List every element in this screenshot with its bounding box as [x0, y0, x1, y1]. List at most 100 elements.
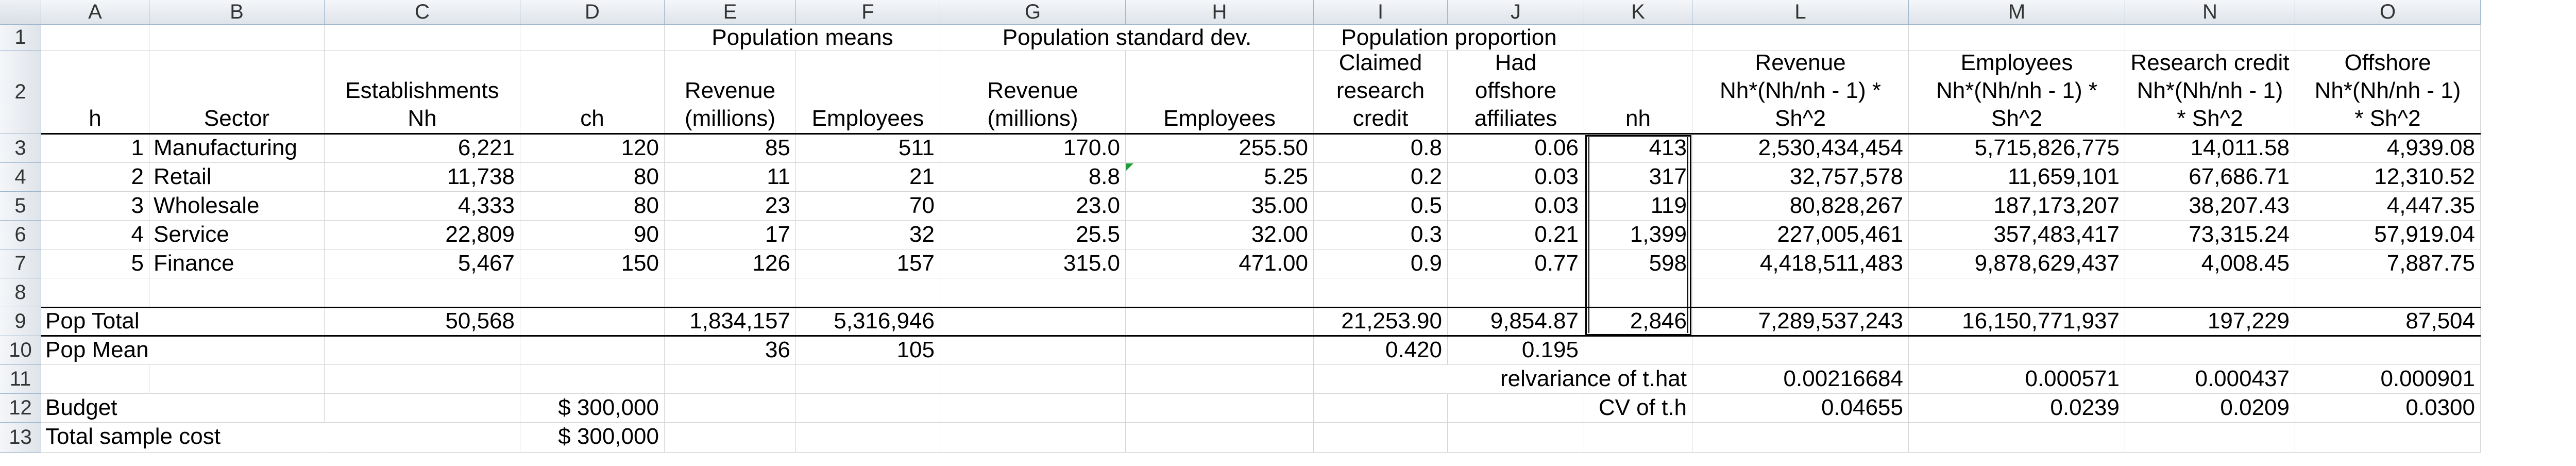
cell-n7[interactable]: 4,008.45 — [2125, 249, 2295, 278]
header-o[interactable]: Offshore Nh*(Nh/nh - 1) * Sh^2 — [2295, 50, 2481, 134]
cell-a3[interactable]: 1 — [41, 134, 149, 163]
cell-e8[interactable] — [665, 278, 796, 307]
cell-m1[interactable] — [1909, 25, 2125, 51]
cell-i4[interactable]: 0.2 — [1314, 163, 1448, 192]
cell-e1[interactable] — [665, 25, 796, 51]
cell-l3[interactable]: 2,530,434,454 — [1692, 134, 1909, 163]
cv-label[interactable]: CV of t.h — [1584, 394, 1692, 423]
column-header-f[interactable]: F — [796, 0, 940, 25]
column-header-h[interactable]: H — [1126, 0, 1314, 25]
cell-c6[interactable]: 22,809 — [325, 221, 520, 249]
cell-k1[interactable] — [1584, 25, 1692, 51]
row-header-12[interactable]: 12 — [0, 394, 41, 423]
cell-f7[interactable]: 157 — [796, 249, 940, 278]
row-header-9[interactable]: 9 — [0, 307, 41, 336]
cell-l13[interactable] — [1692, 423, 1909, 453]
row-header-5[interactable]: 5 — [0, 192, 41, 221]
cell-g10[interactable] — [940, 336, 1126, 365]
cell-n4[interactable]: 67,686.71 — [2125, 163, 2295, 192]
header-n[interactable]: Research credit Nh*(Nh/nh - 1) * Sh^2 — [2125, 50, 2295, 134]
cell-e7[interactable]: 126 — [665, 249, 796, 278]
row-header-4[interactable]: 4 — [0, 163, 41, 192]
cell-d5[interactable]: 80 — [520, 192, 665, 221]
cell-h4[interactable]: 5.25 — [1126, 163, 1314, 192]
cell-m3[interactable]: 5,715,826,775 — [1909, 134, 2125, 163]
cell-h9[interactable] — [1126, 307, 1314, 336]
cell-m6[interactable]: 357,483,417 — [1909, 221, 2125, 249]
cell-j10[interactable]: 0.195 — [1448, 336, 1584, 365]
cell-a1[interactable] — [41, 25, 149, 51]
cell-m13[interactable] — [1909, 423, 2125, 453]
cell-i8[interactable] — [1314, 278, 1448, 307]
cell-a8[interactable] — [41, 278, 149, 307]
nh-cell[interactable]: 1,399 — [1584, 221, 1692, 249]
row-header-2[interactable]: 2 — [0, 51, 41, 134]
cell-o13[interactable] — [2295, 423, 2481, 453]
cell-g8[interactable] — [940, 278, 1126, 307]
sector-cell[interactable]: Retail — [149, 163, 325, 192]
cell-m5[interactable]: 187,173,207 — [1909, 192, 2125, 221]
column-header-m[interactable]: M — [1909, 0, 2125, 25]
cell-n9[interactable]: 197,229 — [2125, 307, 2295, 336]
sector-cell[interactable]: Finance — [149, 249, 325, 278]
cell-c4[interactable]: 11,738 — [325, 163, 520, 192]
header-m[interactable]: Employees Nh*(Nh/nh - 1) * Sh^2 — [1909, 50, 2125, 134]
cell-e6[interactable]: 17 — [665, 221, 796, 249]
cell-a11[interactable] — [41, 365, 149, 394]
cell-o5[interactable]: 4,447.35 — [2295, 192, 2481, 221]
cell-j4[interactable]: 0.03 — [1448, 163, 1584, 192]
cell-m10[interactable] — [1909, 336, 2125, 365]
cell-b8[interactable] — [149, 278, 325, 307]
cell-n1[interactable] — [2125, 25, 2295, 51]
cell-c5[interactable]: 4,333 — [325, 192, 520, 221]
cell-j13[interactable] — [1448, 423, 1584, 453]
cell-j3[interactable]: 0.06 — [1448, 134, 1584, 163]
cell-f9[interactable]: 5,316,946 — [796, 307, 940, 336]
cell-b1[interactable] — [149, 25, 325, 51]
cell-h13[interactable] — [1126, 423, 1314, 453]
cell-h6[interactable]: 32.00 — [1126, 221, 1314, 249]
cell-g7[interactable]: 315.0 — [940, 249, 1126, 278]
cell-d8[interactable] — [520, 278, 665, 307]
column-header-e[interactable]: E — [665, 0, 796, 25]
column-header-a[interactable]: A — [41, 0, 149, 25]
relvariance-label[interactable]: relvariance of t.hat — [1500, 365, 1692, 394]
cell-i11[interactable] — [1314, 365, 1448, 394]
cell-g13[interactable] — [940, 423, 1126, 453]
column-header-k[interactable]: K — [1584, 0, 1692, 25]
cell-c8[interactable] — [325, 278, 520, 307]
cell-c3[interactable]: 6,221 — [325, 134, 520, 163]
cell-f13[interactable] — [796, 423, 940, 453]
cell-h12[interactable] — [1126, 394, 1314, 423]
cell-i9[interactable]: 21,253.90 — [1314, 307, 1448, 336]
cell-c13[interactable] — [325, 423, 520, 453]
cell-o11[interactable]: 0.000901 — [2295, 365, 2481, 394]
header-a[interactable]: h — [41, 51, 149, 134]
cell-j6[interactable]: 0.21 — [1448, 221, 1584, 249]
cell-n12[interactable]: 0.0209 — [2125, 394, 2295, 423]
budget-value[interactable]: $ 300,000 — [520, 394, 665, 423]
cell-k13[interactable] — [1584, 423, 1692, 453]
cell-n13[interactable] — [2125, 423, 2295, 453]
select-all-corner[interactable] — [0, 0, 41, 25]
header-b[interactable]: Sector — [149, 51, 325, 134]
error-indicator-icon[interactable] — [1126, 163, 1133, 171]
cell-c7[interactable]: 5,467 — [325, 249, 520, 278]
cell-l8[interactable] — [1692, 278, 1909, 307]
cell-g1[interactable] — [940, 25, 1126, 51]
header-l[interactable]: Revenue Nh*(Nh/nh - 1) * Sh^2 — [1692, 50, 1909, 134]
cell-h11[interactable] — [1126, 365, 1314, 394]
cell-l11[interactable]: 0.00216684 — [1692, 365, 1909, 394]
cell-n8[interactable] — [2125, 278, 2295, 307]
cell-j8[interactable] — [1448, 278, 1584, 307]
cell-e13[interactable] — [665, 423, 796, 453]
header-k[interactable]: nh — [1584, 51, 1692, 134]
cell-j5[interactable]: 0.03 — [1448, 192, 1584, 221]
cell-g5[interactable]: 23.0 — [940, 192, 1126, 221]
cell-k8[interactable] — [1584, 278, 1692, 307]
cell-c10[interactable] — [325, 336, 520, 365]
cell-e5[interactable]: 23 — [665, 192, 796, 221]
header-h[interactable]: Employees — [1126, 51, 1314, 134]
cell-f10[interactable]: 105 — [796, 336, 940, 365]
cell-c12[interactable] — [325, 394, 520, 423]
